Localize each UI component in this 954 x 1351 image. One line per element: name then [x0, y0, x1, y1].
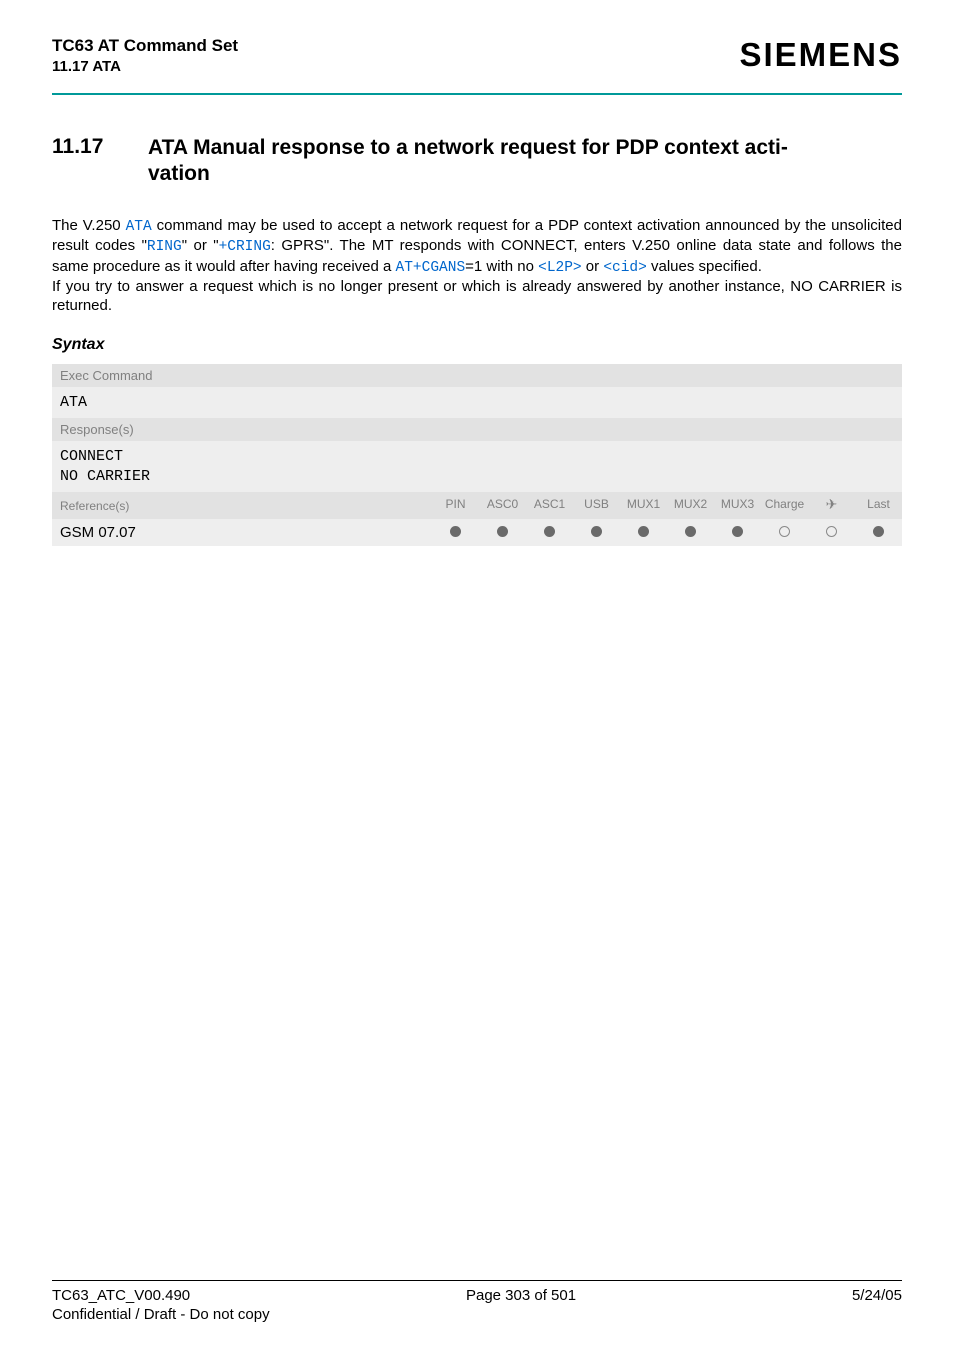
page-root: TC63 AT Command Set 11.17 ATA SIEMENS 11…: [0, 0, 954, 1351]
col-head-asc1: ASC1: [526, 492, 573, 519]
dot-filled-icon: [450, 526, 461, 537]
responses-head: Response(s): [52, 418, 902, 441]
footer-left: TC63_ATC_V00.490: [52, 1287, 190, 1304]
link-atcgans[interactable]: AT+CGANS: [396, 260, 466, 276]
col-head-usb: USB: [573, 492, 620, 519]
col-head-mux2: MUX2: [667, 492, 714, 519]
doc-title: TC63 AT Command Set: [52, 36, 238, 56]
dot-filled-icon: [591, 526, 602, 537]
footer-rule: [52, 1280, 902, 1281]
header-rule: [52, 93, 902, 95]
section-number: 11.17: [52, 135, 148, 159]
col-head-mux1: MUX1: [620, 492, 667, 519]
dot-usb: [573, 519, 620, 546]
col-head-asc0: ASC0: [479, 492, 526, 519]
page-header: TC63 AT Command Set 11.17 ATA SIEMENS: [52, 36, 902, 75]
response-line-1: CONNECT: [60, 447, 894, 467]
link-l2p[interactable]: <L2P>: [538, 260, 582, 276]
reference-col-heads: PIN ASC0 ASC1 USB MUX1 MUX2 MUX3 Charge …: [432, 492, 902, 519]
header-left: TC63 AT Command Set 11.17 ATA: [52, 36, 238, 75]
dot-mux1: [620, 519, 667, 546]
dot-asc0: [479, 519, 526, 546]
p1-text-a: The V.250: [52, 217, 126, 234]
col-head-mux3: MUX3: [714, 492, 761, 519]
col-head-airplane: ✈: [808, 492, 855, 519]
reference-left-body: GSM 07.07: [52, 519, 432, 546]
dot-mux3: [714, 519, 761, 546]
p1-text-g: values specified.: [647, 258, 762, 275]
p1-text-e: =1 with no: [465, 258, 538, 275]
dot-empty-icon: [826, 526, 837, 537]
section-title: ATA Manual response to a network request…: [148, 135, 788, 188]
reference-dots: [432, 519, 902, 546]
dot-filled-icon: [638, 526, 649, 537]
col-head-last: Last: [855, 492, 902, 519]
dot-last: [855, 519, 902, 546]
paragraph-2: If you try to answer a request which is …: [52, 277, 902, 315]
dot-charge: [761, 519, 808, 546]
footer-note: Confidential / Draft - Do not copy: [52, 1306, 902, 1323]
reference-header-row: Reference(s) PIN ASC0 ASC1 USB MUX1 MUX2…: [52, 492, 902, 519]
exec-command-head: Exec Command: [52, 364, 902, 387]
section-heading: 11.17 ATA Manual response to a network r…: [52, 135, 902, 188]
col-head-charge: Charge: [761, 492, 808, 519]
dot-mux2: [667, 519, 714, 546]
airplane-icon: ✈: [826, 496, 838, 513]
dot-filled-icon: [873, 526, 884, 537]
footer-right: 5/24/05: [852, 1287, 902, 1304]
syntax-heading: Syntax: [52, 336, 902, 354]
col-head-pin: PIN: [432, 492, 479, 519]
dot-filled-icon: [685, 526, 696, 537]
dot-asc1: [526, 519, 573, 546]
response-line-2: NO CARRIER: [60, 467, 894, 487]
doc-subtitle: 11.17 ATA: [52, 58, 238, 75]
body-paragraphs: The V.250 ATA command may be used to acc…: [52, 216, 902, 316]
dot-pin: [432, 519, 479, 546]
section-title-line2: vation: [148, 162, 210, 185]
footer-row: TC63_ATC_V00.490 Page 303 of 501 5/24/05: [52, 1287, 902, 1304]
p1-text-f: or: [582, 258, 604, 275]
dot-filled-icon: [497, 526, 508, 537]
exec-command-body: ATA: [52, 387, 902, 419]
dot-filled-icon: [544, 526, 555, 537]
link-cring[interactable]: +CRING: [219, 239, 271, 255]
reference-body-row: GSM 07.07: [52, 519, 902, 546]
dot-filled-icon: [732, 526, 743, 537]
brand-logo: SIEMENS: [739, 36, 902, 74]
link-ring[interactable]: RING: [147, 239, 182, 255]
p1-text-c: " or ": [182, 237, 219, 254]
reference-left-head: Reference(s): [52, 494, 432, 518]
footer-center: Page 303 of 501: [466, 1287, 576, 1304]
syntax-block: Exec Command ATA Response(s) CONNECT NO …: [52, 364, 902, 547]
paragraph-1: The V.250 ATA command may be used to acc…: [52, 216, 902, 278]
link-ata[interactable]: ATA: [126, 219, 152, 235]
reference-table: Reference(s) PIN ASC0 ASC1 USB MUX1 MUX2…: [52, 492, 902, 546]
responses-body: CONNECT NO CARRIER: [52, 441, 902, 492]
section-title-line1: ATA Manual response to a network request…: [148, 136, 788, 159]
link-cid[interactable]: <cid>: [603, 260, 647, 276]
dot-airplane: [808, 519, 855, 546]
page-footer: TC63_ATC_V00.490 Page 303 of 501 5/24/05…: [52, 1280, 902, 1323]
dot-empty-icon: [779, 526, 790, 537]
